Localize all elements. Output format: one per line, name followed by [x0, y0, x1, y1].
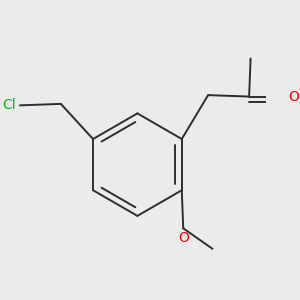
Text: O: O [288, 90, 298, 104]
Text: O: O [178, 231, 189, 245]
Text: Cl: Cl [3, 98, 16, 112]
